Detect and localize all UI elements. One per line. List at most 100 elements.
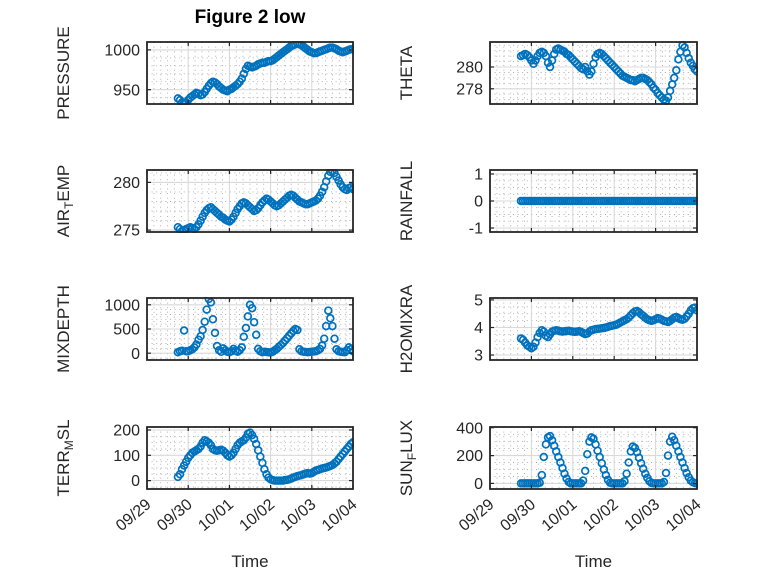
y-tick-label: 0 <box>474 476 483 493</box>
data-point <box>328 321 337 331</box>
data-point <box>545 431 555 441</box>
data-point <box>198 325 207 335</box>
data-point <box>208 315 218 324</box>
x-tick-label: 10/04 <box>319 496 361 535</box>
data-point <box>535 478 544 487</box>
data-point <box>665 437 675 446</box>
data-point <box>539 452 549 462</box>
y-tick-label: 4 <box>474 320 483 337</box>
y-tick-label: 400 <box>456 420 483 437</box>
data-point <box>578 64 588 74</box>
data-point <box>601 470 611 480</box>
data-point <box>200 317 209 326</box>
y-tick-label: 280 <box>456 60 483 77</box>
data-point <box>533 332 542 342</box>
data-point <box>669 73 679 83</box>
y-tick-label: 100 <box>113 448 140 465</box>
y-axis-label: PRESSURE <box>54 26 73 120</box>
data-point <box>531 56 540 65</box>
axes-box <box>146 169 354 233</box>
data-markers <box>516 431 698 488</box>
data-point <box>638 464 648 474</box>
y-axis-label: MIXDEPTH <box>54 285 73 373</box>
data-point <box>560 469 569 478</box>
x-tick-label: 10/01 <box>195 496 237 535</box>
data-markers <box>516 196 698 206</box>
data-point <box>237 343 247 352</box>
data-point <box>674 55 683 64</box>
data-point <box>192 340 201 349</box>
data-point <box>643 75 652 85</box>
data-point <box>580 62 590 72</box>
data-point <box>328 169 337 176</box>
y-tick-label: 1000 <box>104 297 140 314</box>
x-tick-label: 10/03 <box>622 496 664 535</box>
y-axis-label: THETA <box>397 45 416 100</box>
data-point <box>317 187 327 197</box>
y-tick-label: 0 <box>131 473 140 490</box>
data-markers <box>173 428 354 485</box>
y-tick-label: 0 <box>474 194 483 211</box>
x-tick-label: 09/30 <box>154 496 196 535</box>
data-point <box>346 182 354 192</box>
y-tick-label: 200 <box>456 448 483 465</box>
data-point <box>680 463 689 473</box>
data-point <box>680 314 689 323</box>
subplot-sun_flux: 0 200 400 SUNFLUX 09/29 09/30 10/01 10/02 10/03 1… <box>397 420 705 535</box>
data-point <box>529 342 538 352</box>
axes-box <box>489 426 698 490</box>
data-point <box>260 465 269 474</box>
y-tick-label: 500 <box>113 322 140 339</box>
data-point <box>618 479 627 488</box>
x-tick-label: 09/30 <box>497 496 539 535</box>
data-point <box>237 74 247 83</box>
axis-ticks <box>146 298 354 360</box>
x-tick-label: 10/01 <box>539 496 581 535</box>
y-tick-label: 1000 <box>104 43 140 60</box>
data-point <box>326 169 335 177</box>
data-point <box>624 458 633 467</box>
data-point <box>661 468 671 478</box>
data-point <box>663 451 673 460</box>
data-point <box>645 77 654 87</box>
axis-ticks <box>489 170 698 232</box>
axis-ticks <box>146 170 354 232</box>
data-point <box>330 334 339 343</box>
subplot-pressure: 950 1000 PRESSURE <box>54 26 354 120</box>
x-tick-label: 10/03 <box>278 496 320 535</box>
data-markers <box>173 169 354 233</box>
y-axis-label: RAINFALL <box>397 161 416 241</box>
data-point <box>251 330 261 340</box>
data-point <box>326 314 335 323</box>
data-point <box>537 470 547 480</box>
axis-ticks <box>146 42 354 104</box>
subplot-h2omixra: 3 4 5 H2OMIXRA <box>397 284 698 373</box>
data-point <box>572 59 582 69</box>
subplot-theta: 278 280 THETA <box>397 41 698 105</box>
data-point <box>293 325 302 335</box>
y-tick-label: 280 <box>113 175 140 192</box>
x-axis-label-left: Time <box>231 552 269 571</box>
data-point <box>247 303 257 313</box>
data-point <box>620 477 629 486</box>
data-point <box>587 67 596 76</box>
data-point <box>655 91 664 100</box>
x-tick-label: 09/29 <box>113 496 155 535</box>
data-point <box>289 326 298 336</box>
y-axis-label: H2OMIXRA <box>397 284 416 373</box>
data-point <box>179 326 189 335</box>
data-point <box>601 54 611 63</box>
y-tick-label: 275 <box>113 223 140 240</box>
data-markers <box>173 297 354 357</box>
subplot-terr_msl: 0 100 200 TERRMSL 09/29 09/30 10/01 10/02 10/03 1… <box>54 419 361 534</box>
data-point <box>607 60 617 70</box>
data-point <box>690 64 698 74</box>
y-tick-label: 1 <box>474 167 483 184</box>
axes-box <box>489 41 698 105</box>
figure-title: Figure 2 low <box>194 7 306 28</box>
data-point <box>614 67 623 76</box>
axis-ticks <box>146 427 354 489</box>
data-point <box>630 443 640 453</box>
